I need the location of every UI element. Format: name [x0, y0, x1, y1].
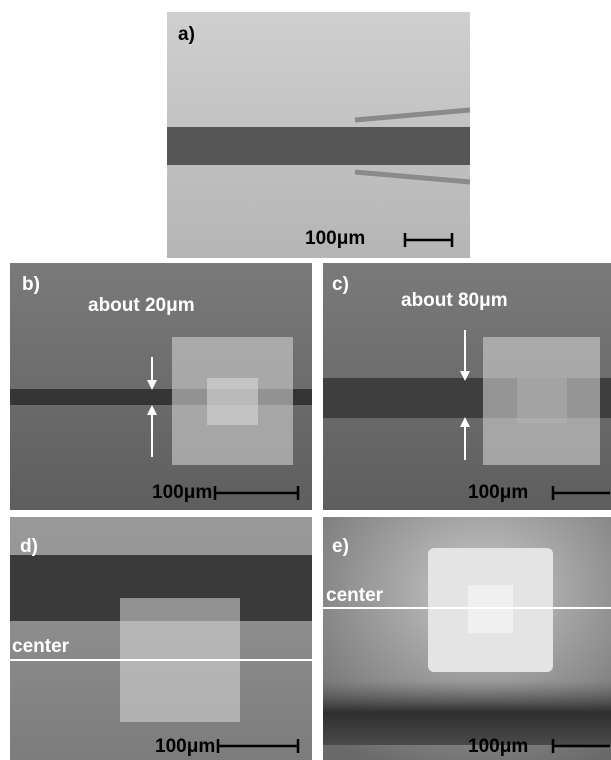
panel-label: a)	[178, 24, 195, 45]
electrode-center	[517, 378, 567, 423]
annotation: center	[326, 585, 384, 606]
panel-label: b)	[22, 274, 40, 295]
panel-d: d) center 100μm	[10, 517, 312, 760]
scale-label: 100μm	[468, 736, 528, 757]
panel-label: d)	[20, 536, 38, 557]
panel-c: c) about 80μm 100μm	[323, 263, 611, 510]
panel-b: b) about 20μm 100μm	[10, 263, 312, 510]
page: a) 100μm b) about 20μm 100μm c) about 80…	[0, 0, 611, 760]
electrode-center	[207, 378, 258, 425]
fiber	[167, 127, 470, 165]
panel-label: e)	[332, 536, 349, 557]
figure: a) 100μm b) about 20μm 100μm c) about 80…	[0, 0, 611, 760]
scale-label: 100μm	[155, 736, 215, 757]
annotation: about 80μm	[401, 290, 508, 311]
panel-label: c)	[332, 274, 349, 295]
fiber	[323, 680, 611, 745]
annotation: center	[12, 636, 70, 657]
annotation: about 20μm	[88, 295, 195, 316]
panel-e: e) center 100μm	[323, 517, 611, 760]
scale-label: 100μm	[152, 482, 212, 503]
scale-label: 100μm	[305, 228, 365, 249]
scale-label: 100μm	[468, 482, 528, 503]
panel-a: a) 100μm	[167, 12, 470, 258]
